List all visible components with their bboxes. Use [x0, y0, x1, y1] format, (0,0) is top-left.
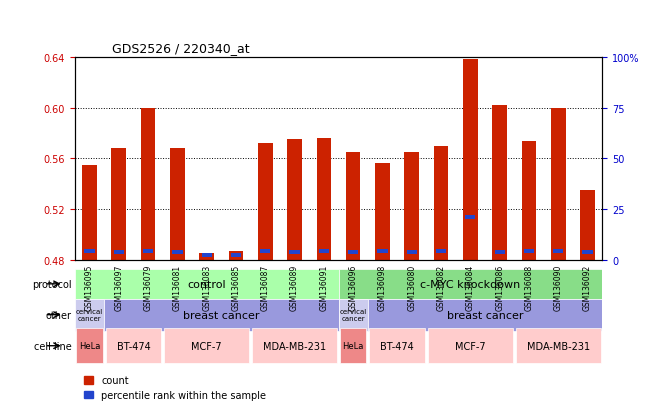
Text: GSM136089: GSM136089: [290, 264, 299, 311]
FancyBboxPatch shape: [339, 299, 368, 331]
Bar: [524, 249, 534, 253]
FancyBboxPatch shape: [516, 328, 601, 363]
Bar: [170, 149, 185, 260]
Text: GSM136090: GSM136090: [554, 264, 562, 311]
Bar: [495, 251, 505, 254]
Text: GSM136084: GSM136084: [466, 264, 475, 311]
Text: GSM136092: GSM136092: [583, 264, 592, 311]
Bar: [319, 249, 329, 253]
Text: GDS2526 / 220340_at: GDS2526 / 220340_at: [112, 42, 249, 55]
Bar: [143, 249, 153, 253]
Bar: [436, 249, 446, 253]
Text: cervical
cancer: cervical cancer: [340, 309, 367, 321]
Bar: [521, 141, 536, 260]
Text: cervical
cancer: cervical cancer: [76, 309, 103, 321]
Bar: [114, 251, 124, 254]
FancyBboxPatch shape: [339, 269, 602, 299]
Bar: [141, 109, 156, 260]
Bar: [492, 106, 507, 260]
Text: GSM136083: GSM136083: [202, 264, 211, 311]
Bar: [316, 139, 331, 260]
Bar: [348, 251, 358, 254]
Bar: [111, 149, 126, 260]
Text: GSM136080: GSM136080: [408, 264, 416, 311]
Text: GSM136086: GSM136086: [495, 264, 504, 311]
Bar: [287, 140, 302, 260]
Text: GSM136079: GSM136079: [144, 264, 152, 311]
Text: BT-474: BT-474: [380, 341, 414, 351]
Text: HeLa: HeLa: [79, 342, 100, 350]
FancyBboxPatch shape: [104, 299, 339, 331]
FancyBboxPatch shape: [369, 328, 425, 363]
Text: breast cancer: breast cancer: [447, 310, 523, 320]
Text: GSM136097: GSM136097: [115, 264, 123, 311]
Text: GSM136088: GSM136088: [525, 264, 533, 310]
Bar: [404, 153, 419, 260]
Text: protocol: protocol: [32, 279, 72, 289]
Text: GSM136081: GSM136081: [173, 264, 182, 310]
Text: other: other: [46, 310, 72, 320]
FancyBboxPatch shape: [340, 328, 367, 363]
Text: GSM136091: GSM136091: [320, 264, 328, 311]
FancyBboxPatch shape: [75, 299, 104, 331]
Bar: [229, 252, 243, 260]
Bar: [465, 215, 475, 219]
Bar: [553, 249, 563, 253]
Text: c-MYC knockdown: c-MYC knockdown: [421, 279, 520, 289]
Bar: [580, 191, 595, 260]
Text: GSM136082: GSM136082: [437, 264, 445, 310]
Bar: [434, 146, 449, 260]
Bar: [463, 60, 478, 260]
Text: GSM136095: GSM136095: [85, 264, 94, 311]
Bar: [199, 254, 214, 260]
Bar: [407, 251, 417, 254]
Bar: [260, 249, 270, 253]
Bar: [202, 253, 212, 257]
FancyBboxPatch shape: [368, 299, 602, 331]
Bar: [378, 249, 387, 253]
Bar: [258, 144, 273, 260]
FancyBboxPatch shape: [75, 269, 339, 299]
Text: GSM136085: GSM136085: [232, 264, 240, 311]
Bar: [173, 251, 182, 254]
Bar: [346, 153, 361, 260]
Bar: [231, 253, 241, 257]
Text: GSM136098: GSM136098: [378, 264, 387, 311]
Text: cell line: cell line: [34, 341, 72, 351]
Text: HeLa: HeLa: [342, 342, 364, 350]
Text: control: control: [187, 279, 226, 289]
FancyBboxPatch shape: [105, 328, 161, 363]
Text: MCF-7: MCF-7: [191, 341, 222, 351]
Text: MDA-MB-231: MDA-MB-231: [263, 341, 326, 351]
Bar: [82, 165, 97, 260]
FancyBboxPatch shape: [252, 328, 337, 363]
Bar: [375, 164, 390, 260]
Text: MCF-7: MCF-7: [455, 341, 486, 351]
FancyBboxPatch shape: [164, 328, 249, 363]
Bar: [551, 109, 566, 260]
Legend: count, percentile rank within the sample: count, percentile rank within the sample: [79, 371, 270, 404]
Text: GSM136087: GSM136087: [261, 264, 270, 311]
Text: GSM136096: GSM136096: [349, 264, 357, 311]
Text: MDA-MB-231: MDA-MB-231: [527, 341, 590, 351]
FancyBboxPatch shape: [76, 328, 103, 363]
Bar: [583, 251, 592, 254]
Text: BT-474: BT-474: [117, 341, 150, 351]
Text: breast cancer: breast cancer: [183, 310, 260, 320]
Bar: [85, 249, 94, 253]
FancyBboxPatch shape: [428, 328, 513, 363]
Bar: [290, 251, 299, 254]
